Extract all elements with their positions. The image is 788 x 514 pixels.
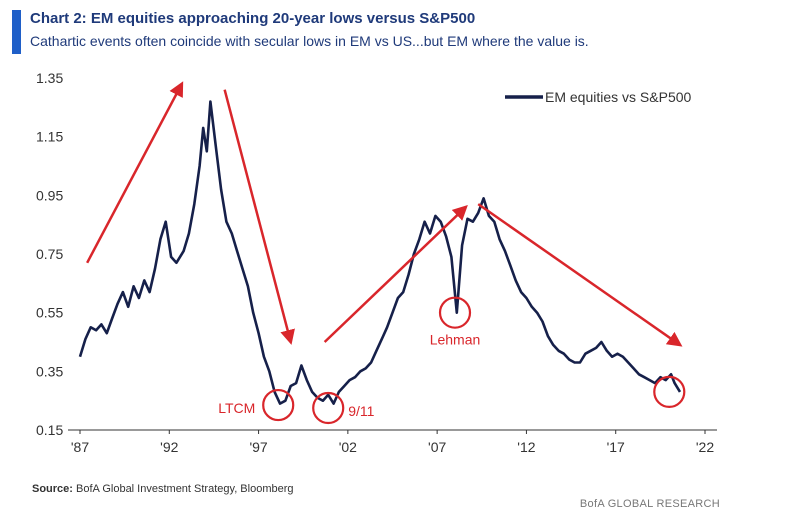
legend-label: EM equities vs S&P500 [545,89,692,105]
series-line [78,100,682,405]
source-text: BofA Global Investment Strategy, Bloombe… [76,483,294,495]
trend-arrow [223,89,295,345]
x-tick-label: '02 [339,439,357,455]
event-circle [262,388,295,422]
event-label: Lehman [430,332,481,348]
x-tick-label: '97 [249,439,267,455]
y-tick-label: 0.55 [36,305,63,321]
event-circle [438,296,472,329]
x-tick-label: '12 [517,439,535,455]
event-circle [653,375,686,408]
event-label: 9/11 [348,403,374,419]
x-tick-label: '92 [160,439,178,455]
x-tick-label: '17 [607,439,625,455]
trend-arrow [86,81,184,264]
event-label: LTCM [218,400,255,416]
y-tick-label: 1.35 [36,70,63,86]
x-tick-label: '07 [428,439,446,455]
chart-subtitle: Cathartic events often coincide with sec… [30,33,589,49]
source-label: Source: [32,483,73,495]
trend-arrow [323,204,468,343]
y-tick-label: 1.15 [36,129,63,145]
title-accent-bar [12,10,21,54]
brand-footer: BofA GLOBAL RESEARCH [579,498,720,510]
y-tick-label: 0.35 [36,363,63,379]
source-note: Source: BofA Global Investment Strategy,… [32,483,294,495]
trend-arrow [477,203,683,347]
y-tick-label: 0.95 [36,187,63,203]
x-tick-label: '87 [71,439,89,455]
y-tick-label: 0.75 [36,246,63,262]
event-circle [312,391,345,425]
chart-title: Chart 2: EM equities approaching 20-year… [30,10,476,27]
y-tick-label: 0.15 [36,422,63,438]
x-tick-label: '22 [696,439,714,455]
